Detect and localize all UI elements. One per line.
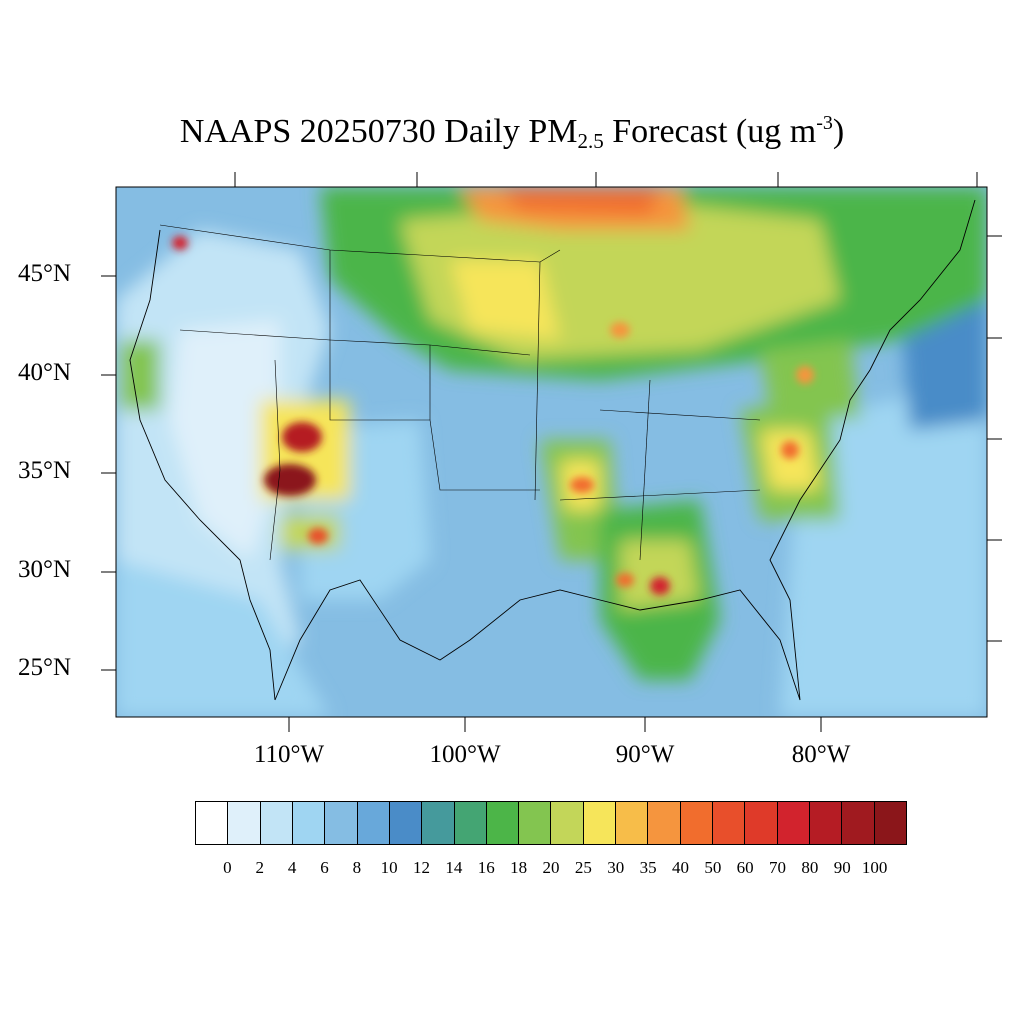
colorbar-label: 8 bbox=[352, 858, 362, 877]
colorbar-bin bbox=[615, 802, 648, 844]
concentration-field bbox=[116, 187, 987, 717]
map-title: NAAPS 20250730 Daily PM2.5 Forecast (ug … bbox=[0, 112, 1024, 154]
colorbar-bin bbox=[744, 802, 777, 844]
colorbar-bin bbox=[550, 802, 583, 844]
title-prefix: NAAPS 20250730 Daily PM bbox=[179, 113, 578, 150]
colorbar-label: 14 bbox=[445, 858, 463, 877]
colorbar-label: 100 bbox=[861, 858, 888, 877]
lon-label-100: 100°W bbox=[429, 741, 501, 768]
lon-label-80: 80°W bbox=[791, 741, 851, 768]
colorbar-label: 20 bbox=[542, 858, 560, 877]
colorbar-bin bbox=[421, 802, 454, 844]
title-subscript: 2.5 bbox=[577, 129, 604, 153]
colorbar-bin bbox=[324, 802, 357, 844]
colorbar-bin bbox=[808, 802, 842, 844]
colorbar-label: 30 bbox=[607, 858, 625, 877]
colorbar-label: 12 bbox=[413, 858, 431, 877]
colorbar-label: 40 bbox=[671, 858, 689, 877]
axis-ticks bbox=[101, 172, 1002, 732]
lat-label-35: 35°N bbox=[18, 457, 72, 484]
colorbar-label: 35 bbox=[639, 858, 657, 877]
map-frame bbox=[115, 186, 988, 718]
colorbar-label: 80 bbox=[801, 858, 819, 877]
colorbar-bin bbox=[453, 802, 486, 844]
colorbar-bin bbox=[196, 802, 228, 844]
colorbar-bin bbox=[776, 802, 809, 844]
lat-label-25: 25°N bbox=[18, 654, 72, 681]
colorbar-label: 25 bbox=[574, 858, 592, 877]
colorbar-label: 50 bbox=[704, 858, 722, 877]
colorbar-bin bbox=[873, 802, 906, 844]
colorbar-bin bbox=[582, 802, 616, 844]
colorbar-label: 18 bbox=[510, 858, 528, 877]
colorbar-bin bbox=[388, 802, 422, 844]
coastline-outline bbox=[129, 199, 976, 701]
colorbar-label: 6 bbox=[320, 858, 329, 877]
colorbar bbox=[195, 801, 907, 845]
colorbar-bin bbox=[227, 802, 260, 844]
colorbar-bin bbox=[259, 802, 292, 844]
colorbar-bin bbox=[647, 802, 680, 844]
colorbar-label: 0 bbox=[223, 858, 232, 877]
lat-label-30: 30°N bbox=[18, 556, 72, 583]
colorbar-label: 10 bbox=[380, 858, 398, 877]
colorbar-bin bbox=[356, 802, 389, 844]
lat-label-45: 45°N bbox=[18, 260, 72, 287]
colorbar-label: 90 bbox=[833, 858, 851, 877]
colorbar-bin bbox=[291, 802, 325, 844]
title-suffix: ) bbox=[832, 113, 845, 150]
colorbar-label: 16 bbox=[477, 858, 495, 877]
colorbar-bin bbox=[679, 802, 712, 844]
colorbar-bin bbox=[841, 802, 874, 844]
colorbar-label: 4 bbox=[287, 858, 297, 877]
colorbar-bin bbox=[712, 802, 745, 844]
colorbar-label: 2 bbox=[255, 858, 264, 877]
colorbar-label: 60 bbox=[736, 858, 754, 877]
state-borders bbox=[159, 224, 761, 561]
lat-label-40: 40°N bbox=[18, 359, 72, 386]
colorbar-bin bbox=[518, 802, 551, 844]
title-middle: Forecast (ug m bbox=[603, 113, 817, 150]
colorbar-label: 70 bbox=[769, 858, 787, 877]
colorbar-bin bbox=[485, 802, 519, 844]
lon-label-90: 90°W bbox=[615, 741, 675, 768]
lon-label-110: 110°W bbox=[253, 741, 325, 768]
title-superscript: -3 bbox=[816, 112, 833, 134]
